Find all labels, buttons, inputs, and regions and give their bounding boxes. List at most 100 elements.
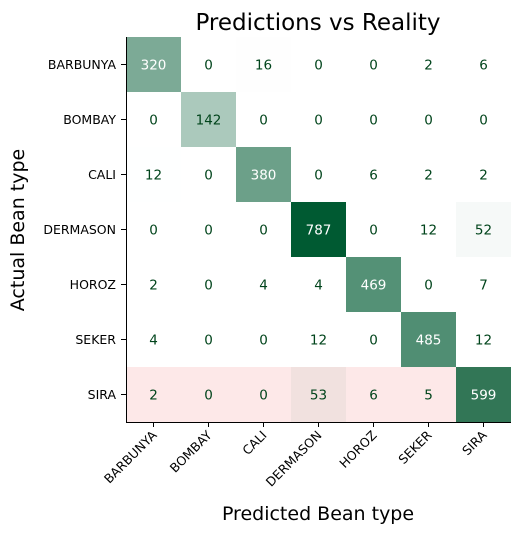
cell-value-label: 2 <box>424 168 433 184</box>
cell-value-label: 0 <box>259 333 268 349</box>
x-tick-label: CALI <box>239 428 269 458</box>
heatmap-cell <box>126 367 181 422</box>
cell-value-label: 6 <box>479 58 488 74</box>
heatmap-cell <box>126 202 181 257</box>
cell-value-label: 599 <box>471 388 497 404</box>
heatmap-cells: 320 0 16 0 0 2 6 0 142 0 0 0 0 0 12 0 380 0 6 2 2 0 0 0 787 0 12 52… <box>126 37 511 422</box>
cell-value-label: 2 <box>149 278 158 294</box>
cell-value-label: 0 <box>259 113 268 129</box>
heatmap-cell <box>126 257 181 312</box>
heatmap-cell <box>401 202 456 257</box>
cell-value-label: 0 <box>314 168 323 184</box>
axes <box>121 37 511 427</box>
y-tick-label: BARBUNYA <box>48 57 117 72</box>
heatmap-cell <box>401 257 456 312</box>
heatmap-cell <box>401 367 456 422</box>
cell-value-label: 0 <box>204 333 213 349</box>
cell-value-label: 0 <box>204 223 213 239</box>
heatmap-cell <box>291 92 346 147</box>
heatmap-cell <box>456 147 511 202</box>
heatmap-cell <box>236 312 291 367</box>
heatmap-cell <box>236 367 291 422</box>
heatmap-cell <box>456 202 511 257</box>
y-tick-label: DERMASON <box>43 222 116 237</box>
cell-value-label: 0 <box>259 388 268 404</box>
cell-value-label: 0 <box>204 168 213 184</box>
heatmap-cell <box>291 202 346 257</box>
cell-value-label: 6 <box>369 168 378 184</box>
cell-value-label: 0 <box>204 278 213 294</box>
cell-value-label: 0 <box>369 58 378 74</box>
heatmap-cell <box>346 202 401 257</box>
cell-value-label: 5 <box>424 388 433 404</box>
cell-value-label: 380 <box>251 168 277 184</box>
heatmap-cell <box>236 92 291 147</box>
heatmap-cell <box>456 367 511 422</box>
heatmap-cell <box>401 147 456 202</box>
chart-title: Predictions vs Reality <box>195 10 440 36</box>
heatmap-cell <box>236 37 291 92</box>
cell-value-label: 0 <box>314 113 323 129</box>
cell-value-label: 4 <box>259 278 268 294</box>
cell-value-label: 4 <box>149 333 158 349</box>
cell-value-label: 0 <box>149 223 158 239</box>
cell-value-label: 469 <box>361 278 387 294</box>
cell-value-label: 0 <box>479 113 488 129</box>
cell-value-label: 787 <box>306 223 332 239</box>
cell-value-label: 53 <box>310 388 327 404</box>
cell-value-label: 0 <box>369 113 378 129</box>
cell-value-label: 0 <box>149 113 158 129</box>
heatmap-cell <box>181 147 236 202</box>
heatmap-cell <box>346 257 401 312</box>
cell-value-label: 0 <box>424 113 433 129</box>
y-tick-labels: BARBUNYA BOMBAY CALI DERMASON HOROZ SEKER SIRA <box>43 57 116 402</box>
heatmap-cell <box>291 147 346 202</box>
heatmap-cell <box>236 202 291 257</box>
cell-value-label: 2 <box>149 388 158 404</box>
heatmap-cell <box>126 37 181 92</box>
y-tick-label: SEKER <box>75 332 116 347</box>
heatmap-cell <box>346 37 401 92</box>
y-tick-label: BOMBAY <box>63 112 116 127</box>
heatmap-cell <box>181 92 236 147</box>
cell-value-label: 0 <box>424 278 433 294</box>
y-tick-label: HOROZ <box>70 277 116 292</box>
y-tick-label: CALI <box>88 167 116 182</box>
y-axis-label: Actual Bean type <box>7 149 29 311</box>
heatmap-cell <box>291 37 346 92</box>
cell-value-label: 7 <box>479 278 488 294</box>
cell-value-label: 6 <box>369 388 378 404</box>
cell-value-label: 142 <box>196 113 222 129</box>
cell-value-label: 12 <box>310 333 327 349</box>
heatmap-cell <box>456 92 511 147</box>
heatmap-cell <box>126 92 181 147</box>
heatmap-cell <box>346 312 401 367</box>
cell-value-label: 320 <box>141 58 167 74</box>
cell-value-label: 0 <box>314 58 323 74</box>
heatmap-cell <box>346 92 401 147</box>
heatmap-cell <box>291 257 346 312</box>
cell-value-label: 52 <box>475 223 492 239</box>
x-tick-label: BARBUNYA <box>101 427 160 486</box>
cell-value-label: 12 <box>475 333 492 349</box>
cell-value-label: 4 <box>314 278 323 294</box>
x-tick-label: SEKER <box>395 427 435 467</box>
heatmap-cell <box>346 367 401 422</box>
cell-value-label: 0 <box>369 333 378 349</box>
heatmap-cell <box>456 37 511 92</box>
cell-value-label: 485 <box>416 333 442 349</box>
heatmap-cell <box>181 202 236 257</box>
cell-value-label: 0 <box>204 388 213 404</box>
cell-value-label: 12 <box>420 223 437 239</box>
heatmap-cell <box>401 92 456 147</box>
cell-value-label: 0 <box>259 223 268 239</box>
x-axis-label: Predicted Bean type <box>222 503 414 525</box>
heatmap-cell <box>401 312 456 367</box>
cell-value-label: 12 <box>145 168 162 184</box>
heatmap-cell <box>236 257 291 312</box>
x-tick-label: BOMBAY <box>167 427 215 475</box>
cell-value-label: 16 <box>255 58 272 74</box>
cell-value-label: 0 <box>204 58 213 74</box>
heatmap-cell <box>236 147 291 202</box>
